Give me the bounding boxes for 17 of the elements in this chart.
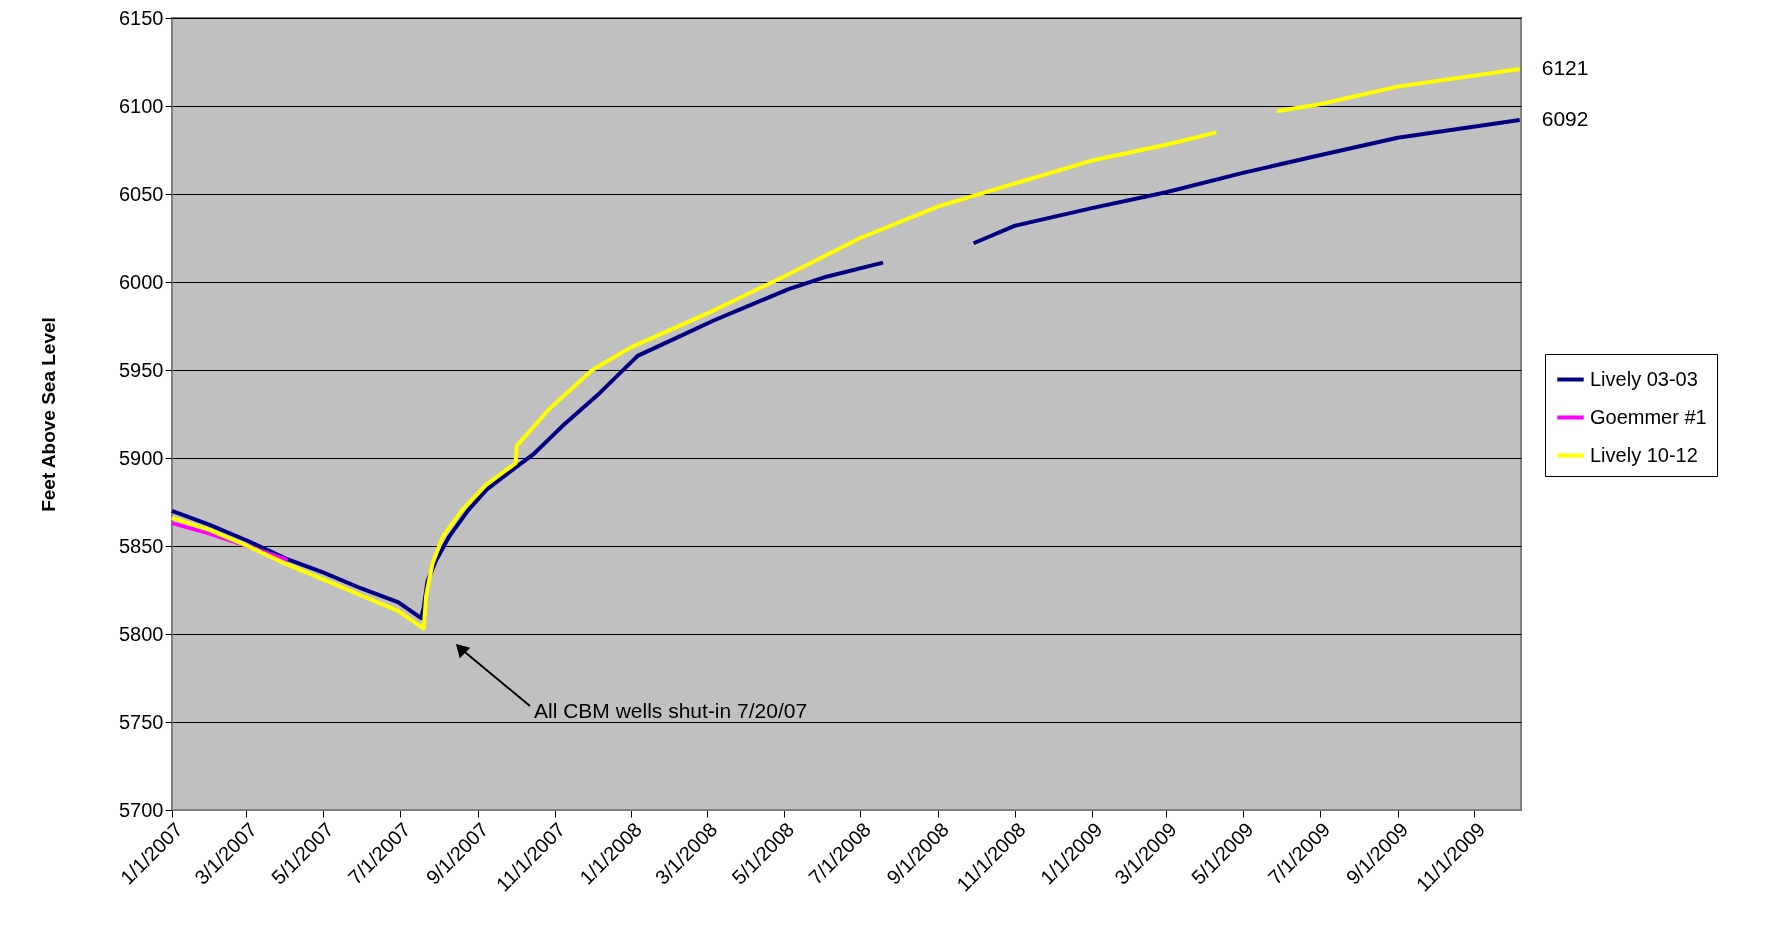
y-tick-label: 6000: [119, 270, 164, 293]
y-tick-label: 6050: [119, 182, 164, 205]
y-tick-label: 5950: [119, 358, 164, 381]
y-tick-label: 6150: [119, 6, 164, 29]
y-tick-label: 5700: [119, 798, 164, 821]
y-tick-label: 5850: [119, 534, 164, 557]
legend-label: Lively 10-12: [1590, 443, 1698, 466]
y-tick-label: 5800: [119, 622, 164, 645]
annotation: All CBM wells shut-in 7/20/07: [534, 699, 808, 722]
annotation: 6092: [1541, 107, 1589, 131]
annotation: 6121: [1541, 56, 1589, 80]
y-tick-label: 5750: [119, 710, 164, 733]
y-tick-label: 6100: [119, 94, 164, 117]
y-axis-title: Feet Above Sea Level: [38, 317, 60, 512]
legend-label: Goemmer #1: [1590, 405, 1707, 428]
legend-label: Lively 03-03: [1590, 367, 1698, 390]
y-tick-label: 5900: [119, 446, 164, 469]
